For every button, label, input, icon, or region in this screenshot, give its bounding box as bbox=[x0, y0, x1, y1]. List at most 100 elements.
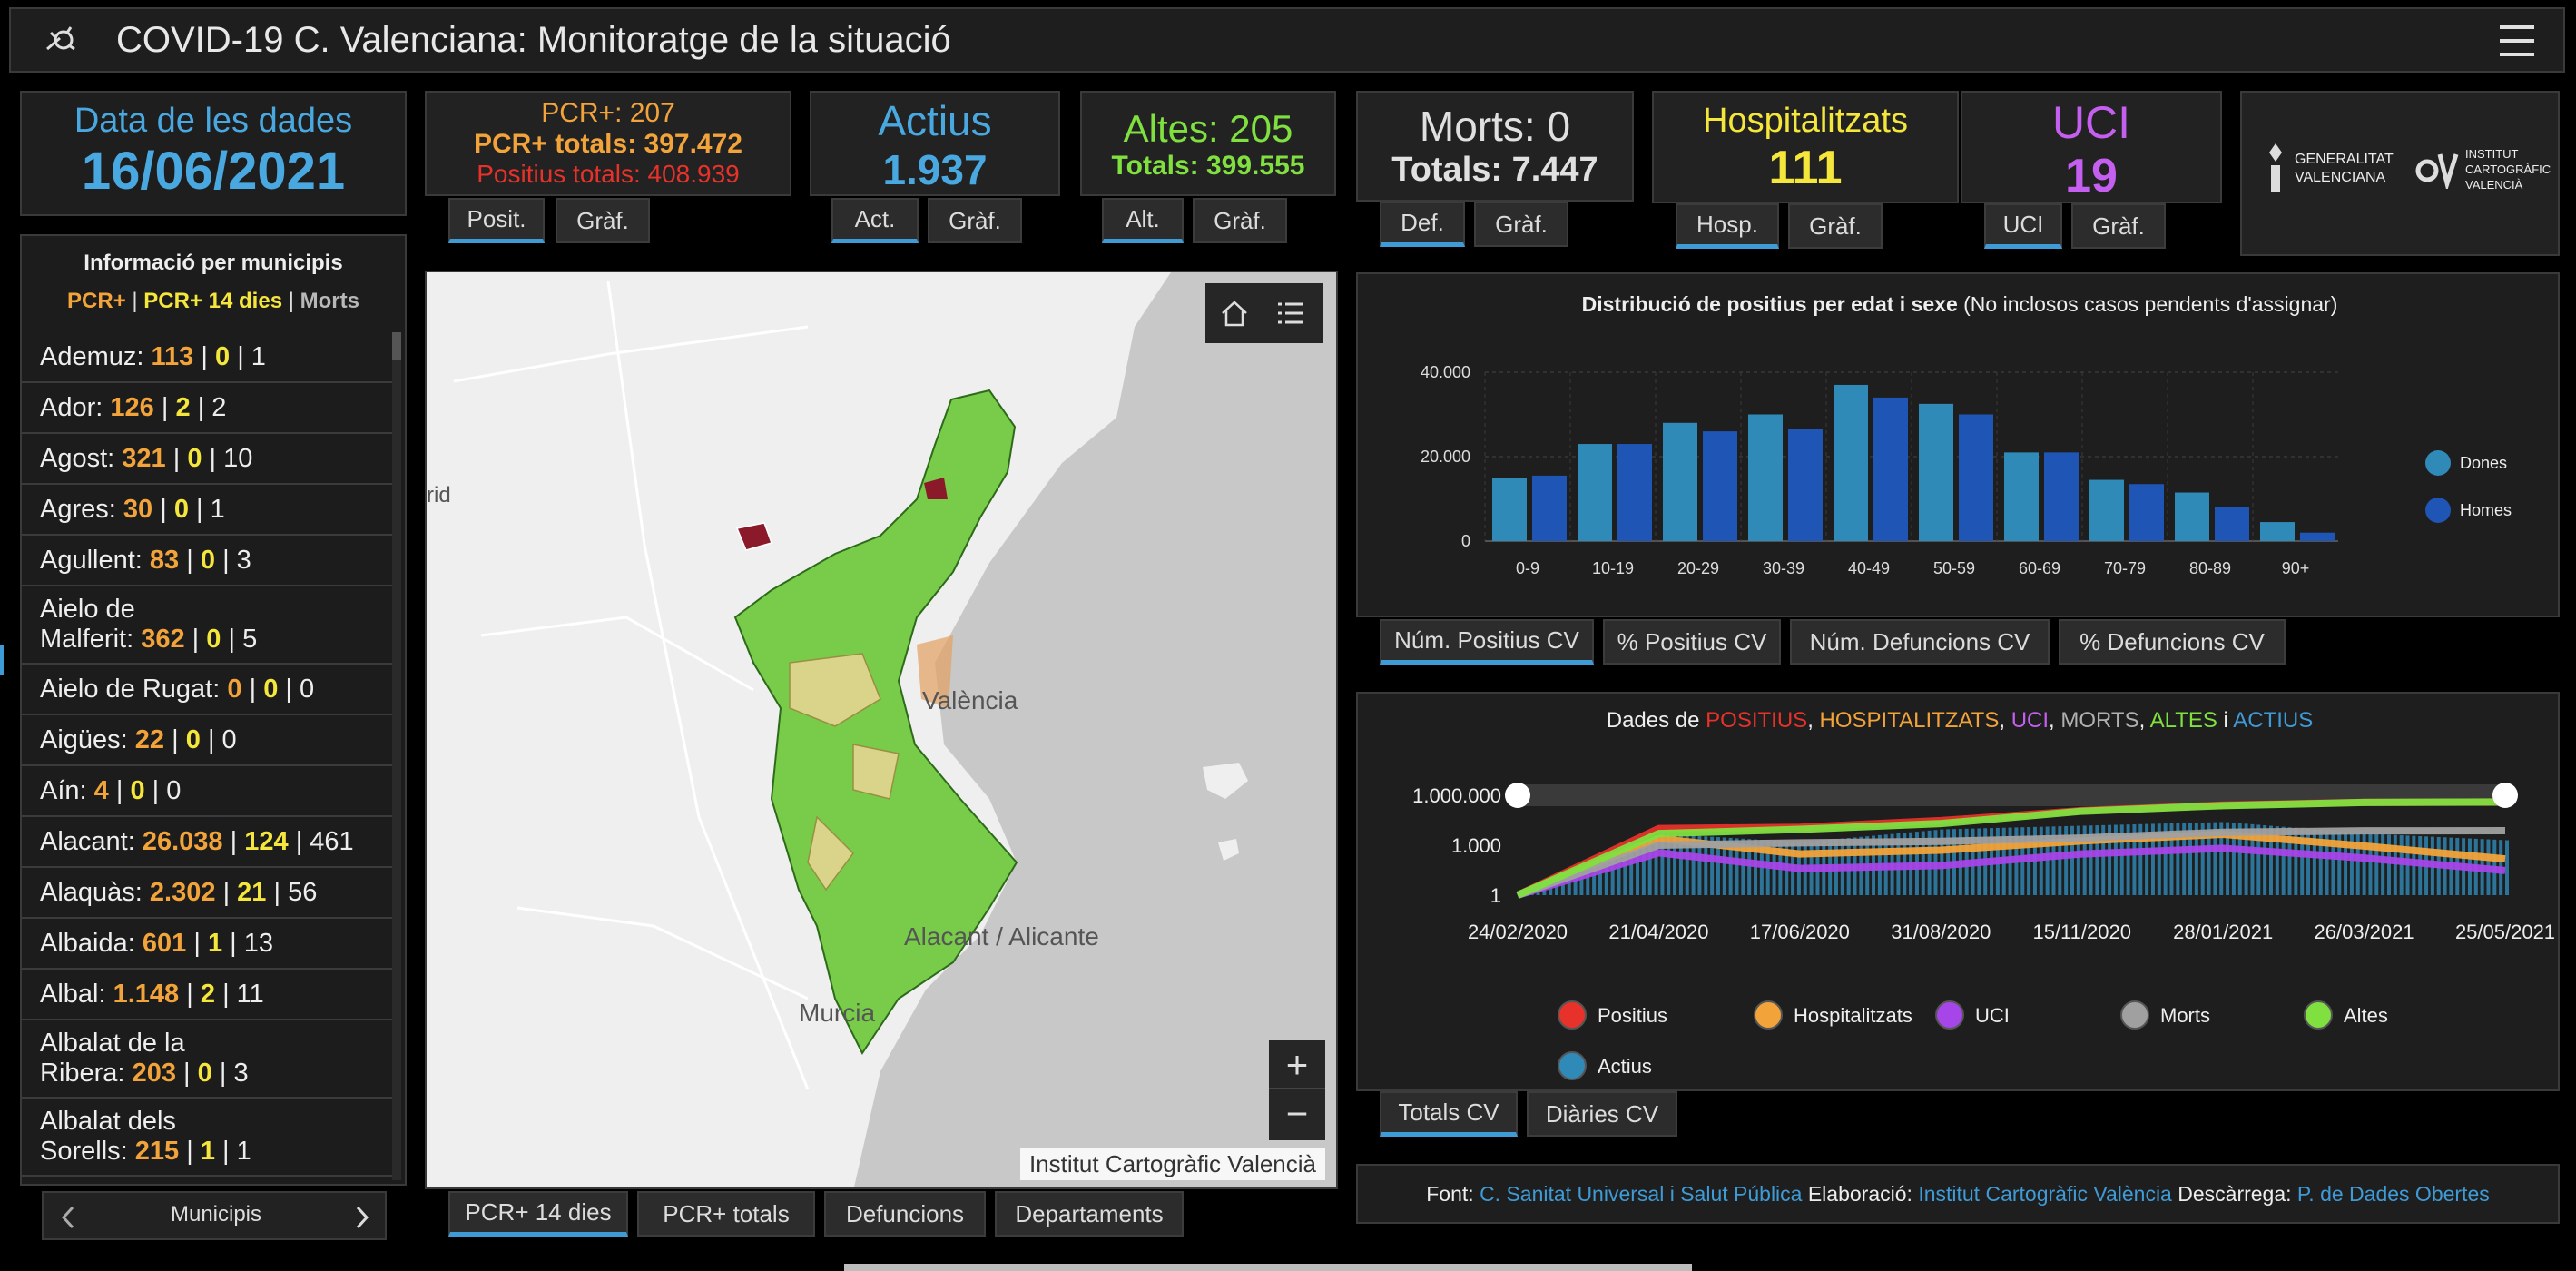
timeline-chart-panel: Dades de POSITIUS, HOSPITALITZATS, UCI, … bbox=[1356, 692, 2560, 1091]
zoom-out-button[interactable]: − bbox=[1285, 1092, 1309, 1135]
tab-actius-graph[interactable]: Gràf. bbox=[928, 198, 1022, 243]
left-edge-handle[interactable] bbox=[0, 645, 9, 675]
legend-marker-morts[interactable] bbox=[2120, 1000, 2149, 1030]
actius-bar bbox=[2362, 833, 2366, 895]
footer-elab-link[interactable]: Institut Cartogràfic València bbox=[1918, 1181, 2172, 1206]
zoom-in-button[interactable]: + bbox=[1269, 1040, 1325, 1089]
municipi-row[interactable]: Agres: 30 | 0 | 1 bbox=[20, 485, 392, 536]
timeline-chart-tab-1[interactable]: Diàries CV bbox=[1527, 1091, 1677, 1137]
municipi-row[interactable]: Aielo de Rugat: 0 | 0 | 0 bbox=[20, 665, 392, 715]
age-chart-tab-1[interactable]: % Positius CV bbox=[1603, 619, 1781, 665]
footer-font-link[interactable]: C. Sanitat Universal i Salut Pública bbox=[1480, 1181, 1803, 1206]
tab-hospitalitzats-graph[interactable]: Gràf. bbox=[1788, 203, 1883, 249]
municipi-row[interactable]: Aigües: 22 | 0 | 0 bbox=[20, 715, 392, 766]
municipi-row[interactable]: Agost: 321 | 0 | 10 bbox=[20, 434, 392, 485]
actius-bar bbox=[1728, 837, 1733, 895]
tab-uci-graph[interactable]: Gràf. bbox=[2071, 203, 2166, 249]
map-tab-0[interactable]: PCR+ 14 dies bbox=[448, 1191, 628, 1237]
municipi-row[interactable]: Aín: 4 | 0 | 0 bbox=[20, 766, 392, 817]
tab-actius[interactable]: Act. bbox=[831, 198, 919, 243]
legend-marker-altes[interactable] bbox=[2304, 1000, 2333, 1030]
legend-label-dones: Dones bbox=[2460, 454, 2507, 472]
legend-label-actius[interactable]: Actius bbox=[1598, 1055, 1652, 1078]
range-handle-left[interactable] bbox=[1505, 783, 1530, 808]
x-tick-label: 50-59 bbox=[1933, 559, 1975, 577]
map-canvas[interactable] bbox=[427, 272, 1338, 1189]
municipi-row[interactable]: Alacant: 26.038 | 124 | 461 bbox=[20, 817, 392, 868]
tab-positius-graph[interactable]: Gràf. bbox=[556, 198, 650, 243]
municipi-row[interactable]: Alaquàs: 2.302 | 21 | 56 bbox=[20, 868, 392, 919]
actius-label: Actius bbox=[878, 97, 992, 144]
tab-uci[interactable]: UCI bbox=[1984, 203, 2062, 249]
municipi-pcr14: 0 bbox=[263, 674, 279, 704]
chevron-right-icon[interactable] bbox=[352, 1206, 370, 1229]
actius-bar bbox=[1586, 865, 1590, 895]
range-handle-right[interactable] bbox=[2492, 783, 2518, 808]
tab-altes-graph[interactable]: Gràf. bbox=[1193, 198, 1287, 243]
municipi-pcr14: 0 bbox=[214, 341, 231, 371]
legend-label-positius[interactable]: Positius bbox=[1598, 1004, 1667, 1027]
age-chart-tab-0[interactable]: Núm. Positius CV bbox=[1380, 619, 1594, 665]
actius-bar bbox=[2039, 826, 2043, 895]
municipi-row[interactable]: Agullent: 83 | 0 | 3 bbox=[20, 536, 392, 586]
municipi-values: Albaida: 601 | 1 | 13 bbox=[40, 929, 392, 959]
municipi-row[interactable]: Albalat de la Ribera: 203 | 0 | 3 bbox=[20, 1020, 392, 1099]
municipi-values: Agres: 30 | 0 | 1 bbox=[40, 495, 392, 525]
bar-dones bbox=[2175, 492, 2209, 541]
map-tab-1[interactable]: PCR+ totals bbox=[637, 1191, 815, 1237]
legend-marker-uci[interactable] bbox=[1935, 1000, 1964, 1030]
x-tick-label: 70-79 bbox=[2104, 559, 2146, 577]
tab-altes[interactable]: Alt. bbox=[1102, 198, 1184, 243]
map-tab-3[interactable]: Departaments bbox=[995, 1191, 1184, 1237]
municipis-scrollbar[interactable] bbox=[392, 332, 401, 1180]
home-icon[interactable] bbox=[1220, 300, 1249, 327]
age-chart-tab-3[interactable]: % Defuncions CV bbox=[2059, 619, 2286, 665]
legend-label-altes[interactable]: Altes bbox=[2344, 1004, 2388, 1027]
value-sep: | bbox=[115, 775, 123, 805]
scrollbar-thumb[interactable] bbox=[392, 332, 401, 360]
map-tab-2[interactable]: Defuncions bbox=[824, 1191, 986, 1237]
timeline-line-chart: 1 1.000 1.000.000 24/02/2020 21/04/2020 17/06… bbox=[1412, 783, 2555, 1080]
actius-bar bbox=[2275, 826, 2279, 895]
municipi-row[interactable]: Aielo de Malferit: 362 | 0 | 5 bbox=[20, 586, 392, 665]
legend-marker-hospitalitzats[interactable] bbox=[1754, 1000, 1783, 1030]
actius-bar bbox=[2287, 827, 2292, 895]
municipi-values: Aielo de Rugat: 0 | 0 | 0 bbox=[40, 675, 392, 704]
bottom-scroll-indicator[interactable] bbox=[844, 1264, 1692, 1271]
value-sep: | bbox=[273, 877, 281, 907]
bar-dones bbox=[1748, 414, 1783, 541]
municipi-pcr: 83 bbox=[149, 545, 180, 575]
actius-bar bbox=[1573, 871, 1578, 895]
app-header: COVID-19 C. Valenciana: Monitoratge de l… bbox=[9, 7, 2565, 73]
municipi-row[interactable]: Ador: 126 | 2 | 2 bbox=[20, 383, 392, 434]
hamburger-menu-icon[interactable] bbox=[2500, 25, 2534, 56]
municipi-row[interactable]: Ademuz: 113 | 0 | 1 bbox=[20, 332, 392, 383]
municipi-row[interactable]: Albaida: 601 | 1 | 13 bbox=[20, 919, 392, 970]
actius-bar bbox=[2213, 822, 2217, 895]
legend-marker-positius[interactable] bbox=[1558, 1000, 1587, 1030]
municipi-pcr14: 0 bbox=[206, 625, 221, 654]
legend-marker-actius[interactable] bbox=[1558, 1051, 1587, 1080]
footer-desc-link[interactable]: P. de Dades Obertes bbox=[2296, 1181, 2490, 1206]
age-chart-tab-2[interactable]: Núm. Defuncions CV bbox=[1790, 619, 2050, 665]
tab-defuncions-graph[interactable]: Gràf. bbox=[1474, 202, 1568, 247]
tab-defuncions[interactable]: Def. bbox=[1380, 202, 1465, 247]
tab-hospitalitzats[interactable]: Hosp. bbox=[1676, 203, 1779, 249]
municipi-values: Agullent: 83 | 0 | 3 bbox=[40, 546, 392, 576]
legend-label-uci[interactable]: UCI bbox=[1975, 1004, 2010, 1027]
municipi-row[interactable]: Albalat dels Sorells: 215 | 1 | 1 bbox=[20, 1099, 392, 1177]
municipi-row[interactable]: Albal: 1.148 | 2 | 11 bbox=[20, 970, 392, 1020]
municipi-values: Sorells: 215 | 1 | 1 bbox=[40, 1137, 392, 1167]
tab-positius[interactable]: Posit. bbox=[448, 198, 545, 243]
map-view[interactable]: rid València Alacant / Alicante Murcia +… bbox=[425, 271, 1338, 1189]
list-icon[interactable] bbox=[1276, 300, 1305, 327]
legend-label-hospitalitzats[interactable]: Hospitalitzats bbox=[1794, 1004, 1912, 1027]
morts-total: Totals: 7.447 bbox=[1391, 151, 1598, 189]
legend-label-morts[interactable]: Morts bbox=[2160, 1004, 2210, 1027]
timeline-chart-tab-0[interactable]: Totals CV bbox=[1380, 1091, 1518, 1137]
municipi-morts: 11 bbox=[236, 979, 264, 1009]
municipi-pcr14: 2 bbox=[200, 979, 215, 1009]
actius-card: Actius 1.937 bbox=[810, 91, 1060, 196]
actius-bar bbox=[1623, 849, 1627, 895]
chevron-left-icon[interactable] bbox=[60, 1206, 78, 1229]
